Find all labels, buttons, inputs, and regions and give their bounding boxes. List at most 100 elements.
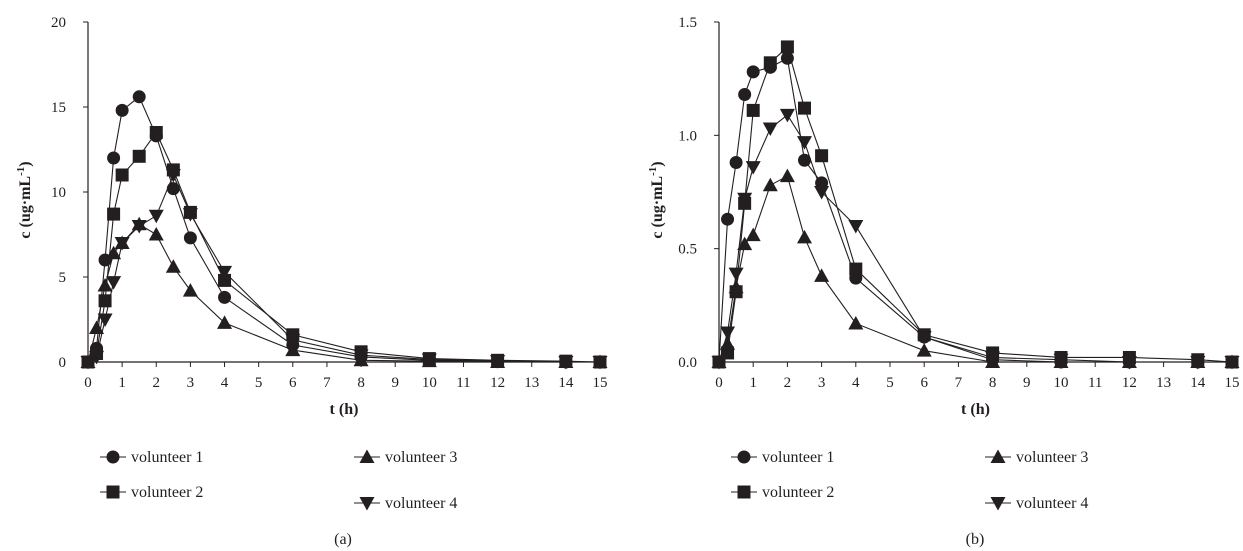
x-tick-label: 13 [1156,375,1171,391]
x-tick-label: 12 [490,375,505,391]
data-point [106,245,122,260]
data-point [746,103,760,117]
legend-marker [737,485,751,499]
y-tick-label: 5 [59,270,67,286]
data-point [131,220,147,234]
series-line [718,57,1232,363]
data-point [106,276,122,290]
data-point [218,290,232,304]
data-point [89,350,105,365]
x-tick-label: 3 [818,375,826,391]
data-point [107,207,121,221]
y-tick-label: 15 [51,100,66,116]
x-tick-label: 5 [886,375,894,391]
data-point [985,351,1001,365]
data-point [746,65,760,79]
x-axis-title: t (h) [330,401,359,418]
legend-label: volunteer 1 [131,449,203,466]
data-point [745,161,761,175]
legend-item: volunteer 4 [354,495,457,512]
data-point [1053,353,1069,368]
series-line [718,175,1232,363]
x-tick-label: 11 [1088,375,1102,391]
data-point [353,349,369,363]
data-point [217,265,233,280]
x-axis-title: t (h) [961,401,990,418]
legend-item: volunteer 4 [985,495,1088,512]
legend-marker [106,485,120,499]
series-volunteer-2 [712,40,1239,369]
legend-item: volunteer 3 [354,449,457,466]
panel-label: (b) [966,531,985,548]
legend-marker [106,450,120,464]
data-point [737,236,753,251]
series-volunteer-2 [81,126,607,369]
series-line [718,45,1233,363]
x-tick-label: 12 [1122,375,1137,391]
data-point [182,283,198,297]
data-point [738,88,752,102]
legend-label: volunteer 2 [762,484,834,501]
data-point [558,356,574,370]
data-point [183,231,197,245]
x-tick-label: 9 [391,375,399,391]
y-tick-label: 1.5 [678,15,697,31]
data-point [592,356,608,370]
data-point [149,126,163,139]
series-line [87,223,600,363]
chart-panel-b: 0 1 2 3 4 5 6 7 8 9 10 11 12 13 14 150.00.51.01.5t (h)c… [647,15,1240,548]
x-tick-label: 11 [456,375,470,391]
data-point [728,279,744,294]
y-tick-label: 10 [51,185,66,201]
legend: volunteer 1 volunteer 2 volunteer 3 volunte… [731,449,1088,512]
data-point [780,51,794,65]
data-point [848,220,864,234]
data-point [97,278,113,292]
data-point [132,149,146,163]
x-tick-label: 0 [715,375,723,391]
data-point [720,326,736,341]
x-tick-label: 15 [1225,375,1240,391]
series-volunteer-3 [711,168,1240,368]
data-point [916,343,932,357]
data-point [97,313,113,327]
data-point [721,212,735,226]
data-point [285,342,301,357]
series-volunteer-3 [80,216,608,368]
data-point [916,331,932,345]
series-line [718,114,1232,363]
data-point [711,356,727,370]
legend-item: volunteer 3 [985,449,1088,466]
data-point [762,122,778,137]
panel-label: (a) [334,531,352,548]
legend-label: volunteer 3 [385,449,457,466]
data-point [80,356,96,370]
y-tick-label: 0.0 [678,355,697,371]
data-point [729,156,743,170]
legend-marker [990,449,1006,463]
x-tick-label: 6 [920,375,928,391]
legend-item: volunteer 1 [731,449,834,466]
data-point [848,315,864,330]
legend-label: volunteer 2 [131,484,203,501]
x-tick-label: 10 [1054,375,1069,391]
legend-marker [359,497,375,511]
legend-label: volunteer 1 [762,449,834,466]
legend-item: volunteer 2 [100,484,203,501]
data-point [762,177,778,192]
y-axis-title-main: c (ug·mL [17,176,34,239]
data-point [779,168,795,183]
y-axis-title-sup: -1 [647,167,659,176]
legend-label: volunteer 3 [1016,449,1088,466]
data-point [797,229,812,244]
x-tick-label: 2 [784,375,792,391]
data-point [797,136,812,150]
y-tick-label: 0 [59,355,67,371]
data-point [285,333,301,348]
legend-marker [359,449,375,463]
data-point [798,153,811,167]
data-point [114,237,130,251]
legend-marker [737,450,751,464]
